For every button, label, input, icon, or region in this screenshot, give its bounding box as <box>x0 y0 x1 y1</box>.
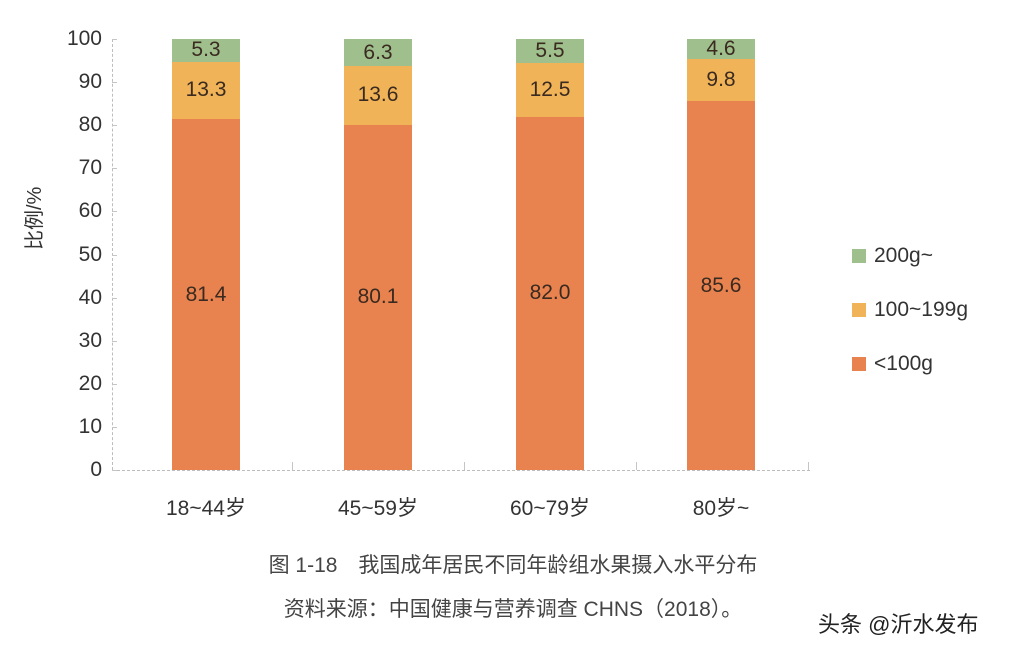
x-tick-mark <box>292 462 293 470</box>
bar-segment: 80.1 <box>344 124 412 470</box>
figure-caption: 图 1-18 我国成年居民不同年龄组水果摄入水平分布 <box>268 554 758 577</box>
bar-segment: 12.5 <box>516 62 584 117</box>
watermark: 头条 @沂水发布 <box>818 612 979 637</box>
legend-item-lt100g: <100g <box>852 352 933 376</box>
y-tick-mark <box>112 211 117 213</box>
y-tick-mark <box>112 340 117 342</box>
bar-segment: 13.6 <box>344 66 412 125</box>
legend-label: <100g <box>874 352 933 375</box>
x-tick-mark <box>808 462 809 470</box>
y-tick-label: 20 <box>78 371 102 395</box>
y-tick-label: 30 <box>78 328 102 352</box>
bar-segment: 6.3 <box>344 39 412 67</box>
y-tick-mark <box>112 470 117 471</box>
y-tick-label: 100 <box>66 27 102 50</box>
bar-segment: 13.3 <box>172 61 240 120</box>
y-tick-label: 80 <box>78 113 102 137</box>
x-tick-mark <box>464 462 465 470</box>
y-tick-mark <box>112 168 117 170</box>
legend-label: 200g~ <box>874 244 933 267</box>
bar-segment: 9.8 <box>687 58 755 102</box>
bar-segment: 85.6 <box>687 101 755 470</box>
x-tick-label: 80岁~ <box>692 497 750 520</box>
x-tick-label: 60~79岁 <box>510 497 590 520</box>
y-tick-label: 10 <box>78 414 102 438</box>
y-tick-label: 50 <box>78 242 102 266</box>
bar-segment: 5.5 <box>516 39 584 63</box>
y-tick-mark <box>112 82 117 84</box>
x-tick-label: 45~59岁 <box>338 497 418 520</box>
y-tick-label: 90 <box>78 70 102 94</box>
y-tick-mark <box>112 383 117 385</box>
figure-source: 资料来源：中国健康与营养调查 CHNS（2018）。 <box>283 598 743 621</box>
y-tick-label: 70 <box>78 156 102 180</box>
y-tick-label: 40 <box>78 285 102 309</box>
legend-item-200g: 200g~ <box>852 244 933 268</box>
legend-swatch-orange <box>852 357 866 371</box>
legend-swatch-green <box>852 249 866 263</box>
y-tick-label: 60 <box>78 199 102 223</box>
y-tick-mark <box>112 426 117 428</box>
legend-label: 100~199g <box>874 298 969 321</box>
bar-segment: 81.4 <box>172 119 240 470</box>
bar-segment: 5.3 <box>172 38 240 62</box>
x-axis-line <box>112 470 810 471</box>
y-tick-mark <box>112 254 117 256</box>
y-tick-mark <box>112 39 117 40</box>
x-tick-mark <box>636 462 637 470</box>
bar-segment: 4.6 <box>687 37 755 60</box>
legend-item-100-199g: 100~199g <box>852 298 968 322</box>
x-tick-label: 18~44岁 <box>166 497 246 520</box>
y-tick-mark <box>112 297 117 299</box>
y-tick-label: 0 <box>90 458 102 481</box>
bar-segment: 82.0 <box>516 116 584 470</box>
legend-swatch-yellow <box>852 303 866 317</box>
y-tick-mark <box>112 125 117 127</box>
